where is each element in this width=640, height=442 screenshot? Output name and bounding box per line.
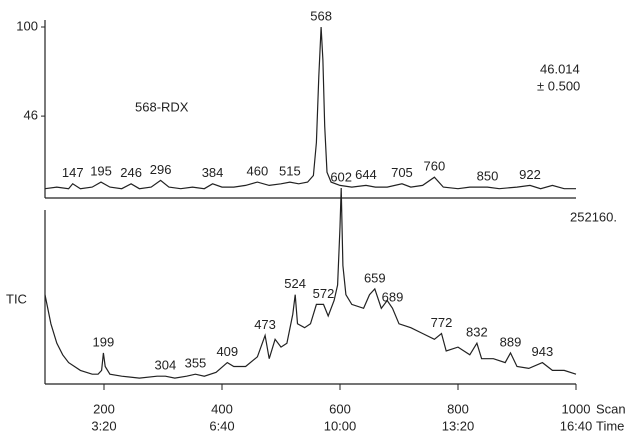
y-tick-label: 46 xyxy=(24,108,38,123)
peak-label: 760 xyxy=(424,159,446,174)
peak-label: 355 xyxy=(185,356,207,371)
x-axis-title: Scan xyxy=(596,401,626,416)
y-tick-label: 100 xyxy=(16,18,38,33)
trace xyxy=(44,26,576,190)
time-tick-label: 13:20 xyxy=(442,418,475,433)
peak-label: 943 xyxy=(532,344,554,359)
time-tick-label: 16:40 xyxy=(560,418,593,433)
peak-label: 850 xyxy=(477,168,499,183)
panel-label: TIC xyxy=(6,291,27,306)
peak-label: 199 xyxy=(93,334,115,349)
peak-label: 147 xyxy=(62,165,84,180)
annotation: 46.014 xyxy=(540,61,580,76)
peak-label: 659 xyxy=(364,270,386,285)
peak-label: 772 xyxy=(431,315,453,330)
peak-label: 568 xyxy=(310,8,332,23)
annotation: ± 0.500 xyxy=(537,78,580,93)
annotation: 252160. xyxy=(570,209,617,224)
x-tick-label: 400 xyxy=(211,401,233,416)
peak-label: 644 xyxy=(355,167,377,182)
peak-label: 689 xyxy=(382,290,404,305)
peak-label: 460 xyxy=(247,164,269,179)
peak-label: 524 xyxy=(284,276,306,291)
x-tick-label: 200 xyxy=(93,401,115,416)
peak-label: 602 xyxy=(330,169,352,184)
peak-label: 889 xyxy=(500,334,522,349)
peak-label: 922 xyxy=(519,167,541,182)
trace xyxy=(44,187,577,379)
x-tick-label: 1000 xyxy=(562,401,591,416)
peak-label: 572 xyxy=(313,286,335,301)
panel-label: 568-RDX xyxy=(135,99,189,114)
peak-label: 705 xyxy=(391,165,413,180)
peak-label: 384 xyxy=(202,165,224,180)
peak-label: 832 xyxy=(466,325,488,340)
peak-label: 246 xyxy=(120,165,142,180)
x-tick-label: 600 xyxy=(329,401,351,416)
x-tick-label: 800 xyxy=(447,401,469,416)
peak-label: 473 xyxy=(254,317,276,332)
time-tick-label: 10:00 xyxy=(324,418,357,433)
time-tick-label: 3:20 xyxy=(91,418,116,433)
peak-label: 515 xyxy=(279,164,301,179)
peak-label: 304 xyxy=(155,358,177,373)
peak-label: 296 xyxy=(150,162,172,177)
peak-label: 195 xyxy=(90,164,112,179)
peak-label: 409 xyxy=(216,344,238,359)
time-tick-label: 6:40 xyxy=(209,418,234,433)
x2-axis-title: Time xyxy=(596,418,624,433)
